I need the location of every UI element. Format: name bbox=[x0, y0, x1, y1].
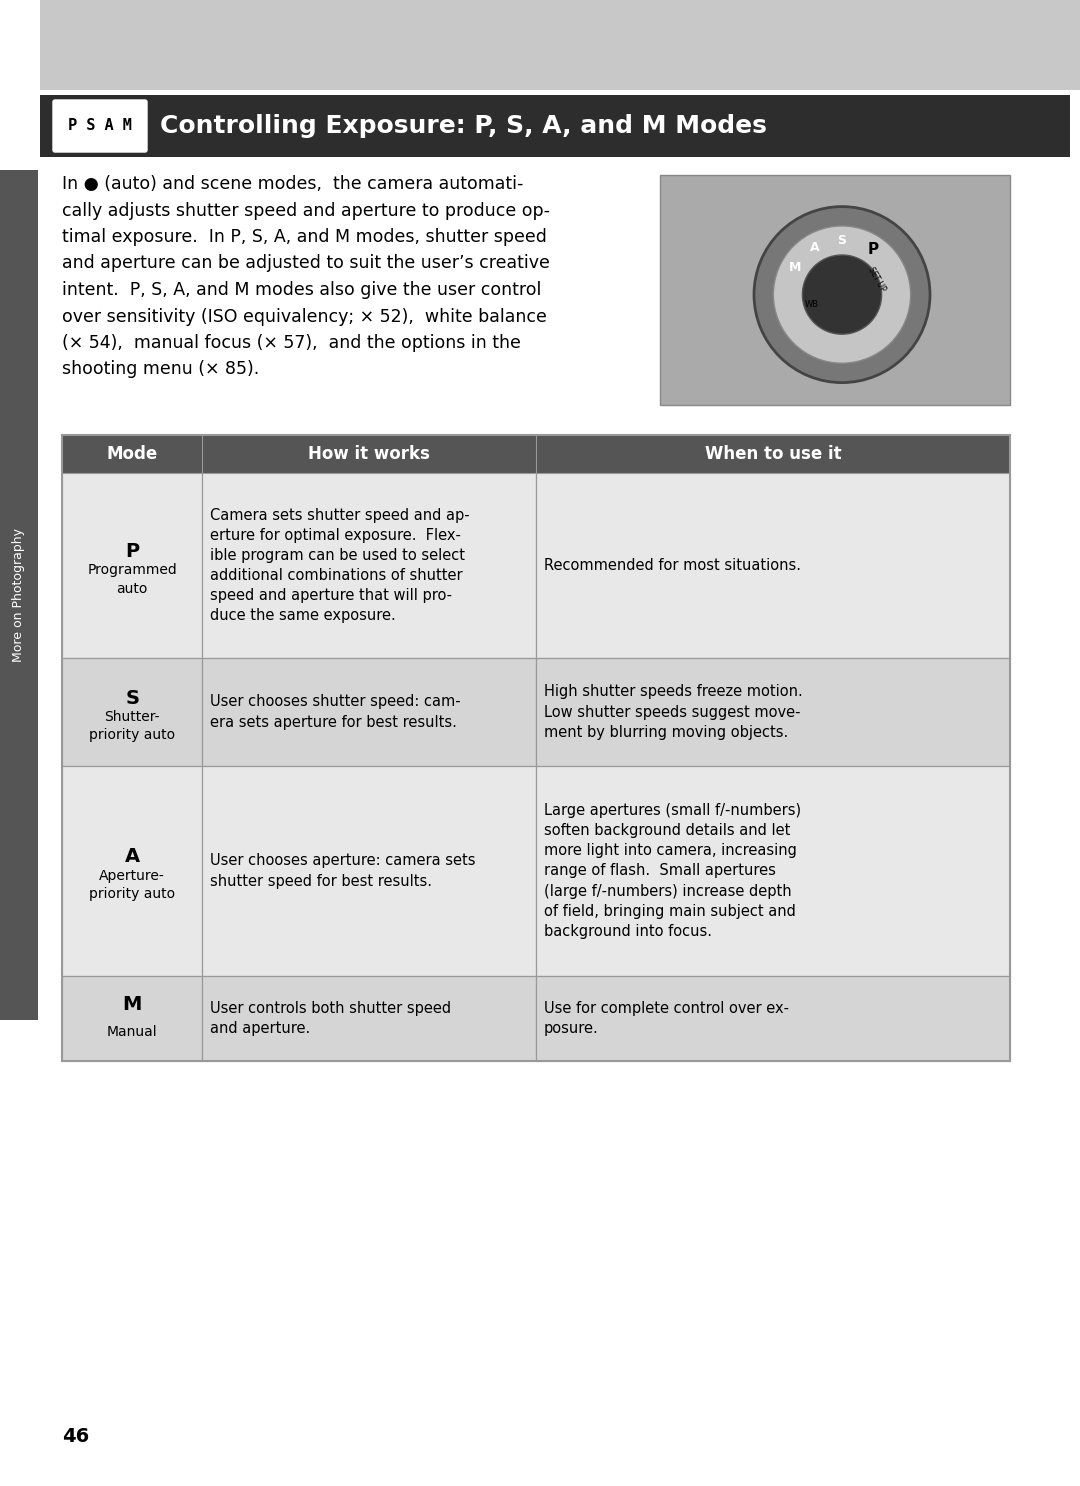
Text: Camera sets shutter speed and ap-
erture for optimal exposure.  Flex-
ible progr: Camera sets shutter speed and ap- erture… bbox=[211, 508, 470, 623]
Text: High shutter speeds freeze motion.
Low shutter speeds suggest move-
ment by blur: High shutter speeds freeze motion. Low s… bbox=[544, 685, 802, 740]
Bar bbox=[536, 976, 1010, 1061]
Bar bbox=[62, 976, 202, 1061]
Circle shape bbox=[773, 226, 910, 363]
Text: A: A bbox=[124, 847, 139, 866]
Text: Manual: Manual bbox=[107, 1025, 158, 1040]
Bar bbox=[536, 473, 1010, 658]
Text: Use for complete control over ex-
posure.: Use for complete control over ex- posure… bbox=[544, 1002, 789, 1036]
Text: Shutter-
priority auto: Shutter- priority auto bbox=[89, 710, 175, 742]
Text: shooting menu (× 85).: shooting menu (× 85). bbox=[62, 361, 259, 379]
Text: cally adjusts shutter speed and aperture to produce op-: cally adjusts shutter speed and aperture… bbox=[62, 202, 550, 220]
Bar bbox=[62, 658, 202, 765]
Text: SET UP: SET UP bbox=[866, 266, 888, 293]
Text: A: A bbox=[810, 241, 820, 254]
Bar bbox=[536, 658, 1010, 765]
Text: WB: WB bbox=[805, 300, 819, 309]
Text: intent.  P, S, A, and M modes also give the user control: intent. P, S, A, and M modes also give t… bbox=[62, 281, 541, 299]
Bar bbox=[0, 169, 38, 1019]
Circle shape bbox=[802, 256, 881, 334]
Text: More on Photography: More on Photography bbox=[13, 528, 26, 661]
Bar bbox=[62, 765, 202, 976]
Bar bbox=[40, 95, 1070, 158]
Text: P: P bbox=[125, 542, 139, 562]
Text: Controlling Exposure: P, S, A, and M Modes: Controlling Exposure: P, S, A, and M Mod… bbox=[160, 114, 767, 138]
Text: Aperture-
priority auto: Aperture- priority auto bbox=[89, 869, 175, 901]
Bar bbox=[202, 765, 536, 976]
Text: (× 54),  manual focus (× 57),  and the options in the: (× 54), manual focus (× 57), and the opt… bbox=[62, 334, 521, 352]
Circle shape bbox=[754, 207, 930, 382]
FancyBboxPatch shape bbox=[53, 100, 147, 152]
Bar bbox=[660, 175, 1010, 406]
Bar bbox=[202, 658, 536, 765]
Text: Mode: Mode bbox=[107, 444, 158, 464]
Bar bbox=[62, 435, 1010, 1061]
Text: Recommended for most situations.: Recommended for most situations. bbox=[544, 559, 801, 574]
Bar bbox=[536, 765, 1010, 976]
Bar bbox=[62, 473, 202, 658]
Text: P S A M: P S A M bbox=[68, 119, 132, 134]
Text: timal exposure.  In P, S, A, and M modes, shutter speed: timal exposure. In P, S, A, and M modes,… bbox=[62, 227, 546, 247]
Text: User controls both shutter speed
and aperture.: User controls both shutter speed and ape… bbox=[211, 1002, 451, 1036]
Text: User chooses aperture: camera sets
shutter speed for best results.: User chooses aperture: camera sets shutt… bbox=[211, 853, 476, 889]
Text: S: S bbox=[837, 233, 847, 247]
Text: In ● (auto) and scene modes,  the camera automati-: In ● (auto) and scene modes, the camera … bbox=[62, 175, 524, 193]
Text: Large apertures (small f/-numbers)
soften background details and let
more light : Large apertures (small f/-numbers) softe… bbox=[544, 804, 801, 939]
Text: M: M bbox=[788, 262, 801, 273]
Bar bbox=[62, 435, 1010, 473]
Text: Programmed
auto: Programmed auto bbox=[87, 563, 177, 596]
Text: 46: 46 bbox=[62, 1427, 90, 1446]
Bar bbox=[202, 473, 536, 658]
Text: How it works: How it works bbox=[308, 444, 430, 464]
Text: over sensitivity (ISO equivalency; × 52),  white balance: over sensitivity (ISO equivalency; × 52)… bbox=[62, 308, 546, 325]
Bar bbox=[40, 0, 1080, 91]
Text: P: P bbox=[867, 242, 879, 257]
Text: M: M bbox=[122, 996, 141, 1013]
Text: When to use it: When to use it bbox=[704, 444, 841, 464]
Bar bbox=[202, 976, 536, 1061]
Text: S: S bbox=[125, 688, 139, 707]
Text: and aperture can be adjusted to suit the user’s creative: and aperture can be adjusted to suit the… bbox=[62, 254, 550, 272]
Text: User chooses shutter speed: cam-
era sets aperture for best results.: User chooses shutter speed: cam- era set… bbox=[211, 694, 461, 730]
